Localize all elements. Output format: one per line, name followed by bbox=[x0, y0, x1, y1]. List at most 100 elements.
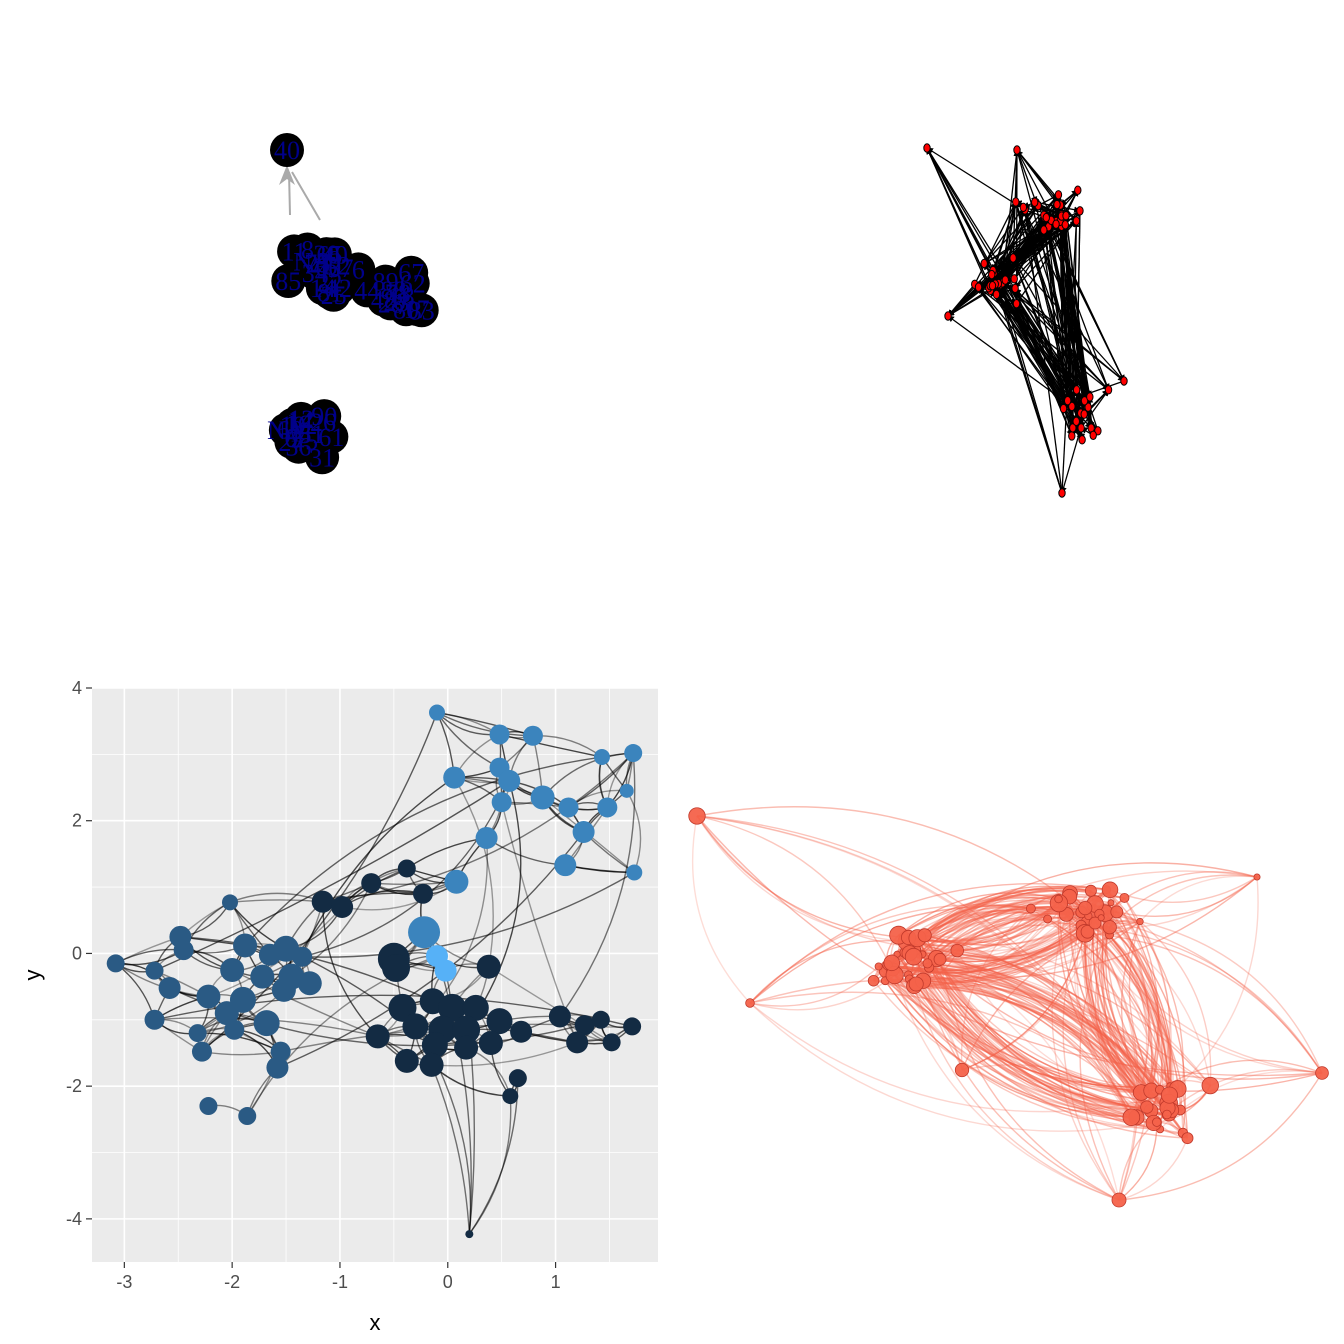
edge bbox=[999, 149, 1018, 284]
scatter-node bbox=[454, 1035, 479, 1060]
red-node bbox=[1068, 401, 1076, 412]
red-node bbox=[1054, 190, 1063, 200]
scatter-node bbox=[593, 749, 610, 766]
edge bbox=[1047, 918, 1172, 1111]
scatter-node bbox=[624, 744, 643, 763]
edge bbox=[1108, 934, 1157, 1091]
scatter-node bbox=[266, 1056, 289, 1079]
edge bbox=[1051, 914, 1120, 1201]
node-label: 75 bbox=[292, 427, 318, 456]
edge bbox=[908, 952, 1161, 1130]
red-node bbox=[1058, 488, 1066, 498]
edge bbox=[915, 948, 1133, 1118]
node-label: 11 bbox=[289, 418, 314, 447]
salmon-node bbox=[922, 958, 933, 969]
edge bbox=[916, 937, 1168, 1116]
salmon-node bbox=[1136, 917, 1144, 926]
red-node bbox=[1030, 197, 1039, 207]
node-label: 18 bbox=[389, 282, 415, 311]
labeled-node bbox=[301, 246, 336, 281]
edge bbox=[1057, 899, 1158, 1123]
edge-layer bbox=[926, 147, 1125, 494]
scatter-node bbox=[214, 1001, 239, 1026]
scatter-node bbox=[145, 961, 164, 980]
edge bbox=[1081, 911, 1171, 1086]
edge bbox=[897, 952, 1211, 1087]
edge bbox=[914, 985, 1142, 1093]
edge bbox=[928, 966, 1169, 1109]
scatter-node bbox=[144, 1009, 165, 1030]
edge bbox=[1062, 925, 1120, 1201]
edge bbox=[1015, 149, 1094, 436]
node-label: 7 bbox=[396, 291, 409, 320]
edge bbox=[878, 966, 1167, 1116]
scatter-node bbox=[510, 1020, 533, 1043]
edge bbox=[696, 815, 896, 976]
node-label: 6 bbox=[352, 255, 365, 284]
edge bbox=[1080, 924, 1169, 1108]
y-tick-label: 0 bbox=[72, 943, 82, 963]
edge bbox=[916, 982, 1161, 1091]
node-label: 67 bbox=[398, 259, 424, 288]
edge bbox=[916, 937, 1142, 1094]
red-node bbox=[923, 143, 931, 153]
edge bbox=[749, 978, 1211, 1087]
red-node bbox=[1086, 392, 1094, 402]
scatter-node bbox=[311, 890, 334, 913]
edge bbox=[914, 985, 1152, 1112]
edge bbox=[1061, 220, 1080, 494]
edge bbox=[749, 905, 1089, 1004]
scatter-node bbox=[572, 820, 595, 843]
red-node bbox=[1012, 197, 1020, 207]
scatter-node bbox=[476, 954, 501, 979]
red-node bbox=[1076, 206, 1084, 216]
edge bbox=[898, 934, 1172, 1111]
edge bbox=[749, 1002, 1154, 1132]
edge bbox=[928, 967, 1170, 1096]
salmon-node bbox=[1111, 1192, 1127, 1208]
edge bbox=[887, 876, 1258, 979]
scatter-node bbox=[478, 1031, 503, 1056]
salmon-node bbox=[874, 962, 883, 971]
edge bbox=[1084, 931, 1142, 1094]
red-node bbox=[1061, 220, 1070, 230]
scatter-node bbox=[233, 933, 258, 958]
edge bbox=[1048, 226, 1125, 382]
edge bbox=[914, 949, 1120, 1201]
node-label: 62 bbox=[400, 269, 426, 298]
node-label: 80 bbox=[393, 295, 419, 324]
node-label: 22 bbox=[317, 269, 343, 298]
edge bbox=[915, 983, 1132, 1118]
red-node bbox=[1078, 435, 1086, 445]
edge bbox=[916, 937, 1152, 1112]
scatter-node bbox=[258, 943, 281, 966]
edge bbox=[1022, 209, 1063, 494]
scatter-network-plot: -3 -2 -1 0 1 -4 -2 0 2 4 x y bbox=[20, 678, 658, 1335]
edge bbox=[922, 980, 1137, 1119]
red-node bbox=[1040, 225, 1048, 235]
edge bbox=[1086, 920, 1323, 1074]
edge bbox=[894, 974, 1169, 1104]
edge bbox=[916, 889, 1071, 939]
scatter-node bbox=[452, 1015, 481, 1044]
edge bbox=[924, 934, 1148, 1108]
edge bbox=[1030, 908, 1152, 1111]
red-node bbox=[1068, 431, 1076, 441]
scatter-node bbox=[250, 964, 275, 989]
salmon-node bbox=[1152, 1117, 1162, 1127]
node-label: 14 bbox=[310, 274, 336, 303]
edge bbox=[1139, 921, 1212, 1086]
node-label: 75 bbox=[304, 249, 330, 278]
scatter-node bbox=[199, 1097, 218, 1116]
node-label: 6 bbox=[284, 424, 297, 453]
edge bbox=[1016, 149, 1057, 225]
edge bbox=[898, 934, 1211, 1086]
edge bbox=[1109, 926, 1172, 1086]
red-node bbox=[988, 281, 997, 291]
edge-layer bbox=[691, 806, 1323, 1201]
edge bbox=[1087, 931, 1171, 1096]
edge bbox=[1087, 915, 1211, 1087]
scatter-node bbox=[173, 940, 194, 961]
scatter-node bbox=[196, 984, 221, 1009]
